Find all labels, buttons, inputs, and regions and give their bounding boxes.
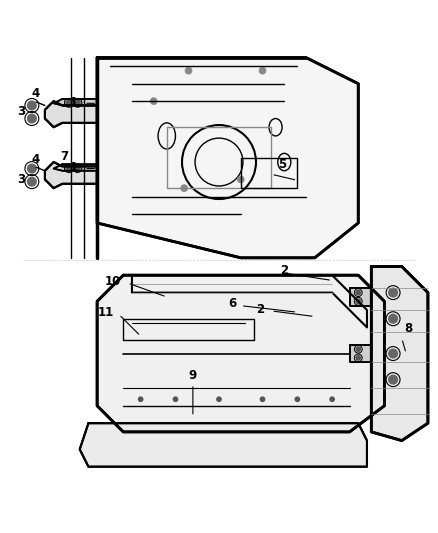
Text: 3: 3 [17, 173, 25, 186]
Circle shape [150, 98, 157, 104]
Text: 2: 2 [257, 303, 265, 316]
Circle shape [295, 397, 300, 401]
Circle shape [181, 184, 187, 192]
Circle shape [28, 177, 36, 186]
Circle shape [173, 397, 178, 401]
Circle shape [66, 100, 71, 106]
Text: 1: 1 [70, 161, 78, 174]
Text: 1: 1 [70, 96, 78, 109]
Circle shape [330, 397, 334, 401]
Text: 7: 7 [61, 150, 69, 163]
Circle shape [356, 290, 360, 295]
Text: 8: 8 [404, 322, 412, 335]
Polygon shape [350, 288, 371, 305]
Circle shape [356, 347, 360, 351]
Polygon shape [97, 58, 358, 258]
Text: 4: 4 [32, 152, 40, 166]
Circle shape [389, 375, 397, 384]
Text: 10: 10 [105, 275, 121, 288]
Circle shape [217, 397, 221, 401]
Circle shape [28, 114, 36, 123]
Circle shape [237, 176, 244, 183]
Circle shape [75, 166, 80, 171]
Polygon shape [53, 99, 97, 106]
Text: 11: 11 [97, 306, 114, 319]
Circle shape [389, 314, 397, 323]
Text: 9: 9 [189, 369, 197, 382]
Circle shape [260, 397, 265, 401]
Polygon shape [371, 266, 428, 441]
Text: 5: 5 [278, 158, 286, 171]
Polygon shape [53, 164, 97, 171]
Circle shape [356, 356, 360, 360]
Circle shape [356, 299, 360, 303]
Polygon shape [80, 423, 367, 467]
Circle shape [389, 349, 397, 358]
Text: 4: 4 [32, 87, 40, 100]
Polygon shape [45, 101, 97, 127]
Circle shape [28, 164, 36, 173]
Circle shape [138, 397, 143, 401]
Polygon shape [45, 162, 97, 188]
Circle shape [75, 100, 80, 106]
Text: 3: 3 [17, 106, 25, 118]
Circle shape [28, 101, 36, 110]
Text: 6: 6 [228, 297, 237, 310]
Text: 2: 2 [280, 264, 288, 277]
Polygon shape [350, 345, 371, 362]
Polygon shape [97, 275, 385, 432]
Circle shape [185, 67, 192, 74]
Circle shape [66, 166, 71, 171]
Circle shape [389, 288, 397, 297]
Circle shape [259, 67, 266, 74]
